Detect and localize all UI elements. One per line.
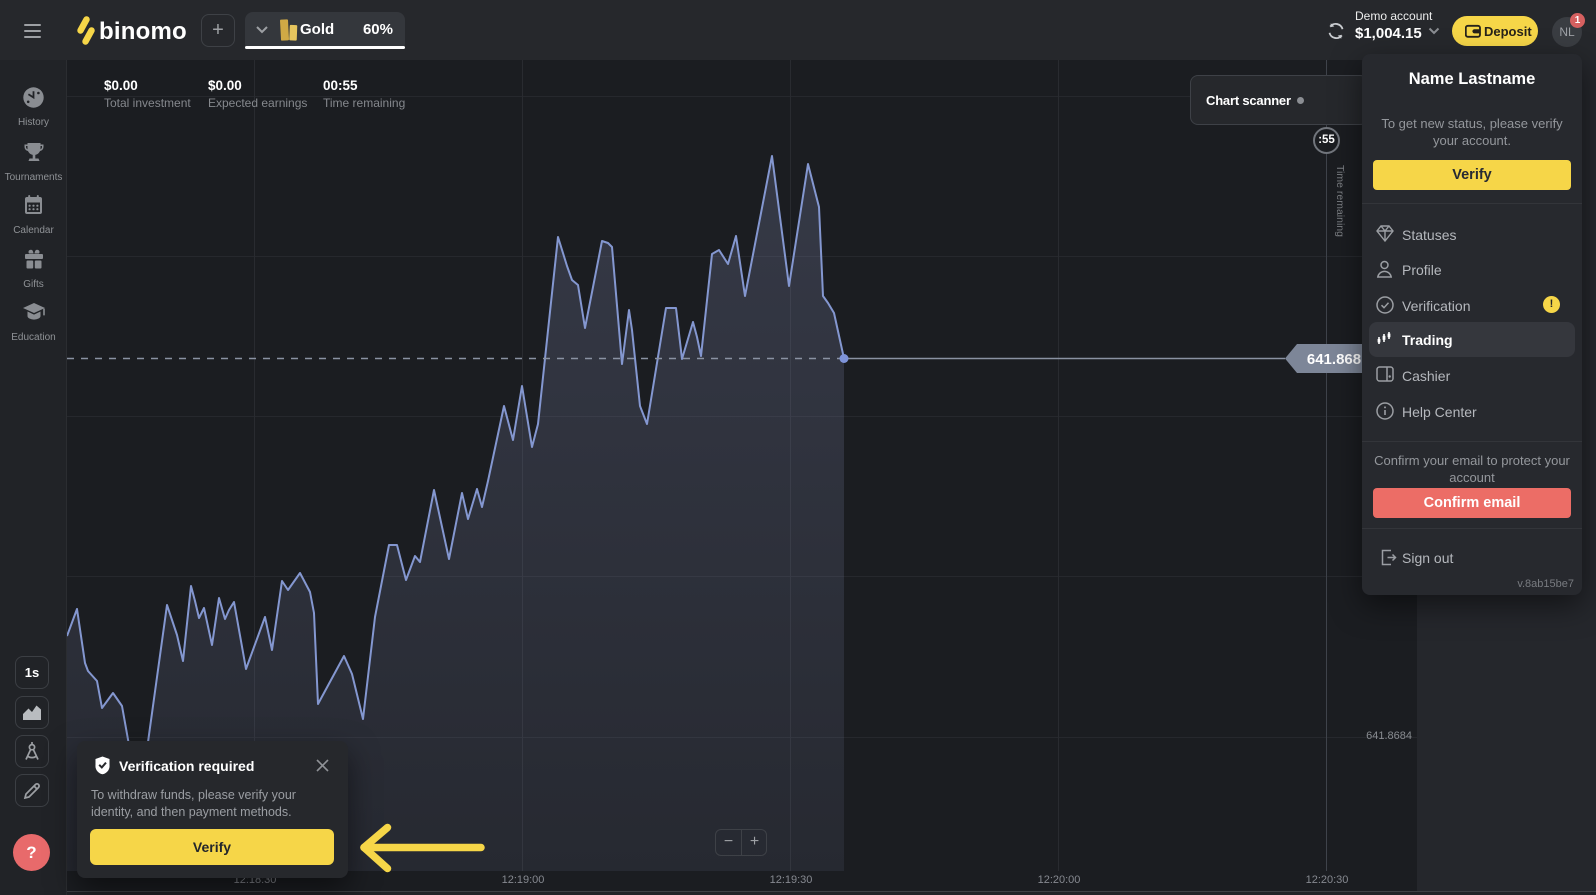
svg-text:641.868: 641.868 bbox=[1307, 351, 1361, 368]
